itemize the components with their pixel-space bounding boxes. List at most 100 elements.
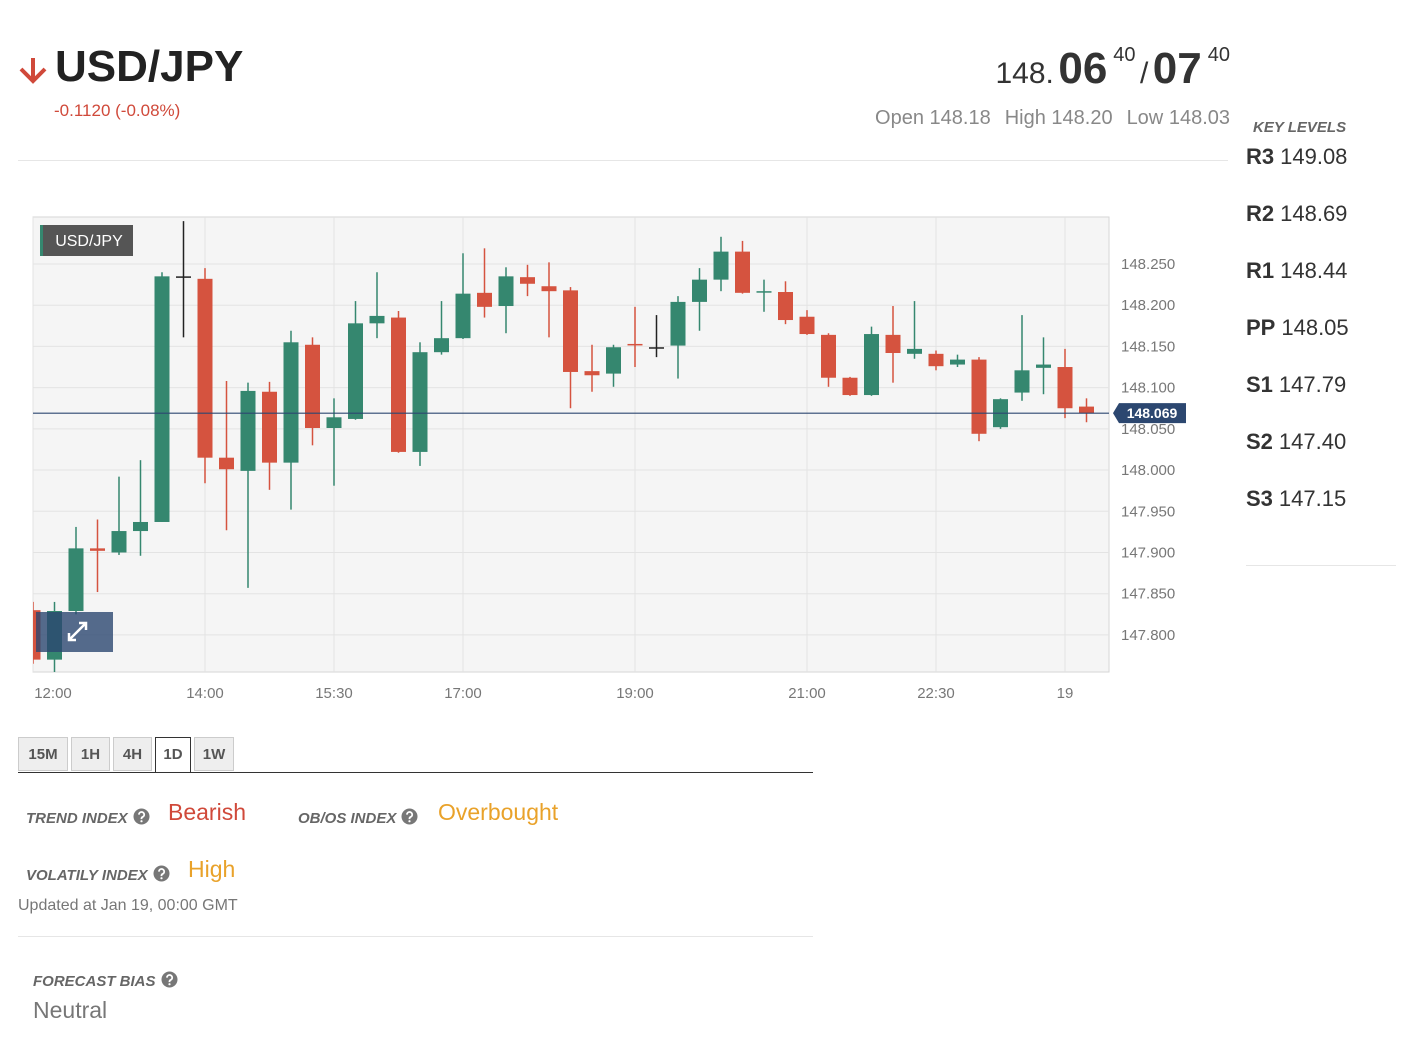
candle-body [563,290,578,372]
symbol: USD/JPY [55,42,244,91]
expand-button[interactable] [36,612,113,652]
stat-value: 148.18 [929,107,991,129]
key-level: R2 148.69 [1246,201,1347,227]
candle-body [1057,367,1073,409]
key-level-label: PP [1246,315,1276,340]
divider [18,160,1228,161]
divider [18,936,813,937]
candle-body [928,353,944,367]
timeframe-tab[interactable]: 1H [71,737,110,771]
key-level-label: R1 [1246,258,1275,283]
symbol-badge-accent [40,225,43,256]
x-tick-label: 22:30 [917,685,955,702]
candle-body [348,323,363,419]
chart: 147.800 147.850 147.900 147.950 148.000 148.0… [32,216,1186,702]
stat-label: Low [1126,107,1164,129]
ask-big: 07 [1152,44,1202,93]
x-tick-label: 21:00 [788,685,826,702]
candle-body [842,377,858,396]
index-label-text: VOLATILY INDEX [26,867,148,884]
candle-body [778,292,793,321]
help-glyph [153,865,170,882]
candle-body [885,334,901,354]
key-level: R3 149.08 [1246,144,1347,170]
index-value: Bearish [168,799,246,825]
candle-body [692,279,707,302]
key-level-value: 147.79 [1278,372,1347,397]
candle-body [606,347,621,374]
down-arrow-icon [19,58,47,84]
candle-body [520,277,535,284]
stat-value: 148.03 [1168,107,1230,129]
y-tick-label: 147.800 [1121,627,1175,644]
candle-body [756,291,772,293]
y-tick-label: 148.250 [1121,256,1175,273]
key-level: R1 148.44 [1246,258,1347,284]
candle-body [219,457,234,470]
forecast-value: Neutral [33,997,108,1023]
key-level: S2 147.40 [1246,429,1346,455]
candle-body [391,317,406,452]
bid-big: 06 [1058,44,1108,93]
help-icon[interactable] [161,971,178,988]
symbol-badge-label: USD/JPY [55,233,123,250]
timeframe-tab[interactable]: 1D [155,737,191,773]
stat-value: 148.20 [1051,107,1113,129]
key-level-label: R2 [1246,201,1275,226]
key-level-value: 147.40 [1278,429,1347,454]
key-level: PP 148.05 [1246,315,1349,341]
candle-body [1036,364,1051,368]
candle-body [240,390,256,471]
x-tick-label: 19:00 [616,685,654,702]
index-label-text: TREND INDEX [26,810,128,827]
candle-body [434,338,449,353]
symbol-badge [40,225,133,256]
candle-body [670,301,686,346]
candle-body [68,548,84,612]
help-glyph [401,808,418,825]
y-tick-label: 148.000 [1121,462,1175,479]
candle-body [584,371,600,376]
x-tick-label: 15:30 [315,685,353,702]
stat: High 148.20 [1005,107,1113,129]
index-value: Overbought [438,799,559,825]
candle-body [477,292,492,307]
x-tick-label: 12:00 [34,685,72,702]
timeframe-tab[interactable]: 15M [18,737,68,771]
candle-body [971,359,987,434]
expand-button-bg [36,612,113,652]
help-glyph [161,971,178,988]
key-level-label: R3 [1246,144,1275,169]
index-label: OB/OS INDEX [298,808,418,827]
candle-body [283,342,299,463]
stat-label: Open [875,107,924,129]
x-tick-label: 14:00 [186,685,224,702]
index-label-text: OB/OS INDEX [298,810,397,827]
y-tick-label: 148.050 [1121,421,1175,438]
candle-body [735,251,750,293]
candle-body [326,417,342,429]
key-level-label: S1 [1246,372,1273,397]
candle-body [649,347,664,349]
index-label: VOLATILY INDEX [26,865,170,884]
stat: Open 148.18 [875,107,991,129]
plot-area [32,216,1110,673]
candle-body [305,344,320,429]
expand-icon [67,621,88,642]
help-icon[interactable] [401,808,418,825]
session-stats: Open 148.18 High 148.20 Low 148.03 [861,107,1230,130]
timeframe-tab[interactable]: 1W [194,737,234,771]
tabs-underline [18,772,813,773]
quote: 148. 06 40 / 07 40 [996,44,1231,94]
separator: / [1140,57,1149,90]
candle-body [713,251,729,280]
candle-body [799,316,815,335]
ask-pip: 40 [1207,44,1230,66]
help-icon[interactable] [133,808,150,825]
candle-body [197,278,213,458]
bid-pip: 40 [1113,44,1136,66]
timeframe-tab[interactable]: 4H [113,737,152,771]
key-level: S3 147.15 [1246,486,1346,512]
help-icon[interactable] [153,865,170,882]
